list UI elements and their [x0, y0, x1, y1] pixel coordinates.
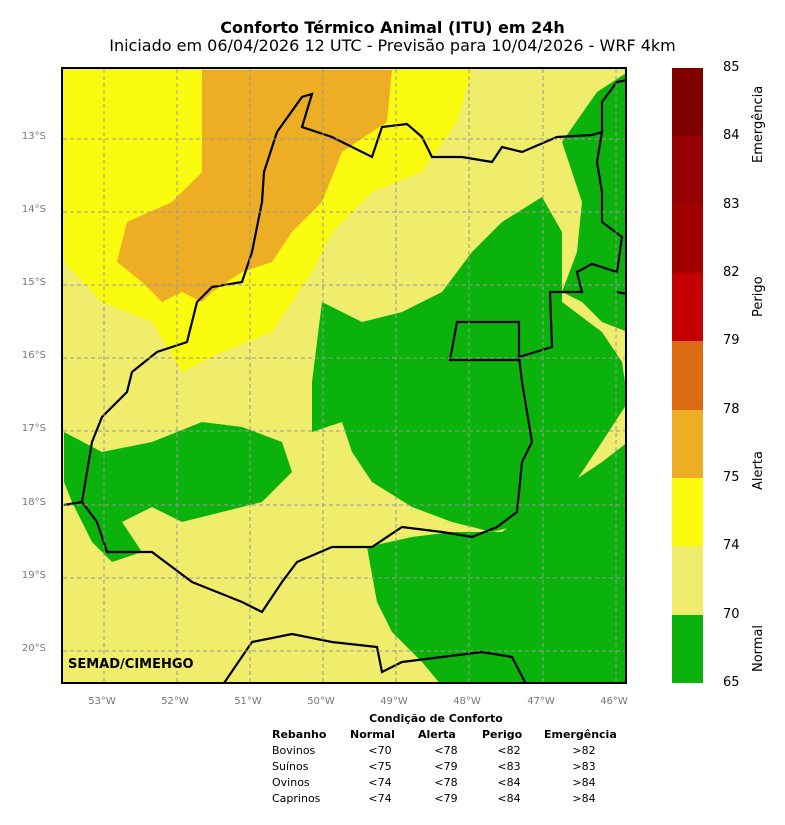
colorbar-segment [672, 136, 703, 205]
lon-label: 46°W [600, 696, 628, 707]
table-header: Perigo [482, 728, 523, 741]
state-borders [63, 79, 625, 682]
table-cell: Suínos [272, 760, 309, 773]
colorbar-tick: 74 [723, 538, 740, 554]
table-cell: <84 [497, 776, 521, 789]
table-header: Alerta [418, 728, 456, 741]
colorbar-tick: 78 [723, 401, 740, 417]
colorbar-tick: 82 [723, 265, 740, 280]
table-row: Ovinos <74 <78 <84 >84 [268, 776, 628, 792]
region-green-west [64, 422, 292, 562]
colorbar-tick: 85 [723, 60, 740, 75]
lat-label: 17°S [21, 423, 46, 434]
lat-label: 14°S [21, 204, 46, 215]
lon-label: 49°W [380, 696, 408, 707]
lat-label: 20°S [21, 643, 46, 654]
table-cell: <82 [497, 744, 521, 757]
lon-label: 47°W [527, 696, 555, 707]
lat-label: 19°S [21, 570, 46, 581]
region-green-southeast [367, 444, 625, 682]
lon-label: 50°W [307, 696, 335, 707]
colorbar-segment [672, 614, 703, 683]
table-cell: <79 [434, 760, 458, 773]
table-cell: <83 [497, 760, 521, 773]
table-cell: Caprinos [272, 792, 321, 805]
colorbar-label-emergencia: Emergência [751, 85, 766, 163]
comfort-table: Condição de Conforto Rebanho Normal Alerta… [268, 712, 628, 808]
table-cell: >83 [572, 760, 596, 773]
table-cell: <78 [434, 776, 458, 789]
colorbar-segment [672, 546, 703, 615]
lon-label: 53°W [88, 696, 116, 707]
table-cell: Ovinos [272, 776, 310, 789]
table-cell: Bovinos [272, 744, 316, 757]
colorbar-tick: 70 [723, 606, 740, 622]
colorbar-segment [672, 204, 703, 273]
colorbar-label-alerta: Alerta [751, 451, 766, 490]
lat-label: 15°S [21, 277, 46, 288]
graticule [63, 69, 625, 682]
map-credit: SEMAD/CIMEHGO [68, 657, 194, 672]
colorbar-tick: 75 [723, 470, 740, 485]
colorbar-tick: 79 [723, 333, 740, 349]
colorbar-segment [672, 68, 703, 137]
colorbar-label-normal: Normal [751, 624, 766, 672]
map-canvas [63, 69, 625, 682]
colorbar-tick: 65 [723, 675, 740, 690]
colorbar-segment [672, 341, 703, 410]
colorbar-label-perigo: Perigo [751, 276, 766, 317]
itu-map: SEMAD/CIMEHGO [61, 67, 627, 684]
colorbar-tick: 84 [723, 128, 740, 144]
table-cell: <78 [434, 744, 458, 757]
colorbar-segment [672, 272, 703, 342]
table-cell: >82 [572, 744, 596, 757]
chart-subtitle: Iniciado em 06/04/2026 12 UTC - Previsão… [109, 36, 676, 55]
table-cell: <79 [434, 792, 458, 805]
colorbar-segment [672, 409, 703, 478]
table-header: Emergência [544, 728, 617, 741]
table-row: Suínos <75 <79 <83 >83 [268, 760, 628, 776]
table-row: Bovinos <70 <78 <82 >82 [268, 744, 628, 760]
lat-label: 18°S [21, 497, 46, 508]
table-cell: >84 [572, 792, 596, 805]
table-cell: <84 [497, 792, 521, 805]
table-cell: <74 [368, 792, 392, 805]
colorbar-segment [672, 477, 703, 547]
colorbar-tick: 83 [723, 196, 740, 212]
table-row: Caprinos <74 <79 <84 >84 [268, 792, 628, 808]
table-cell: <75 [368, 760, 392, 773]
lat-label: 16°S [21, 350, 46, 361]
table-cell: >84 [572, 776, 596, 789]
lon-label: 51°W [234, 696, 262, 707]
chart-title: Conforto Térmico Animal (ITU) em 24h [220, 18, 565, 37]
colorbar [672, 68, 703, 683]
lat-label: 13°S [21, 131, 46, 142]
table-header: Rebanho [272, 728, 327, 741]
table-header: Normal [350, 728, 395, 741]
table-cell: <74 [368, 776, 392, 789]
region-green-east [562, 73, 625, 331]
lon-label: 52°W [161, 696, 189, 707]
lon-label: 48°W [453, 696, 481, 707]
table-cell: <70 [368, 744, 392, 757]
table-caption: Condição de Conforto [369, 712, 503, 725]
